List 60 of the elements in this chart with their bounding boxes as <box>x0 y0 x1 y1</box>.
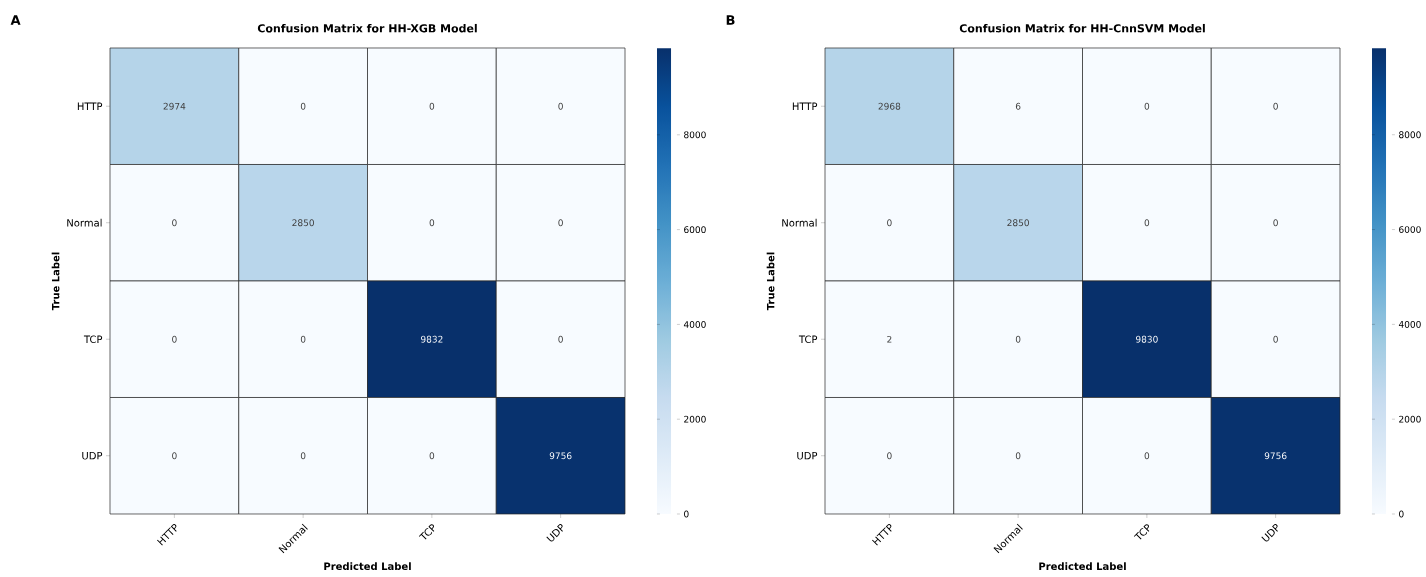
data-label: 0 <box>429 452 435 460</box>
color-bar-label: 6000 <box>684 226 706 234</box>
data-label: 0 <box>429 102 435 110</box>
x-axis-title: Predicted Label <box>324 562 411 571</box>
data-label: 9830 <box>1135 335 1158 343</box>
x-axis-title: Predicted Label <box>1039 562 1126 571</box>
x-tick-label: TCP <box>1133 524 1150 540</box>
data-label: 0 <box>429 219 435 227</box>
chart-title: Confusion Matrix for HH-CnnSVM Model <box>959 23 1205 33</box>
data-label: 0 <box>172 219 177 227</box>
color-bar-label: 4000 <box>683 321 706 328</box>
data-label: 0 <box>1273 219 1278 227</box>
text: B <box>726 15 735 25</box>
data-label: 9832 <box>421 335 443 343</box>
y-axis-title: True Label <box>51 252 60 311</box>
color-bar-label: 8000 <box>684 131 706 139</box>
color-bar-label: 6000 <box>1399 226 1421 233</box>
data-label: 0 <box>172 335 177 343</box>
data-label: 2974 <box>163 102 186 110</box>
data-label: 2850 <box>292 219 314 227</box>
data-label: 0 <box>1015 452 1021 460</box>
data-label: 2 <box>887 335 892 343</box>
data-label: 0 <box>1144 452 1150 460</box>
data-label: 0 <box>1273 335 1278 343</box>
y-tick-label: UDP <box>797 452 818 460</box>
color-bar-label: 8000 <box>1399 131 1421 139</box>
y-tick-label: HTTP <box>792 102 818 110</box>
color-bar-label: 0 <box>1399 510 1404 518</box>
data-label: 0 <box>558 335 563 343</box>
data-label: 0 <box>1273 102 1278 110</box>
data-label: 0 <box>1144 102 1150 110</box>
data-label: 2968 <box>878 102 901 110</box>
y-tick-label: TCP <box>798 335 818 344</box>
data-label: 0 <box>558 102 563 110</box>
y-tick-label: UDP <box>82 452 103 460</box>
color-bar-label: 2000 <box>1399 415 1421 423</box>
data-label: 9756 <box>549 452 572 460</box>
text: A <box>10 15 21 25</box>
color-bar-label: 4000 <box>1398 320 1421 328</box>
data-label: 2850 <box>1007 219 1029 227</box>
y-tick-label: Normal <box>782 218 817 227</box>
y-tick-label: TCP <box>83 335 103 344</box>
data-label: 0 <box>887 219 892 227</box>
data-label: 0 <box>172 452 177 460</box>
data-label: 0 <box>887 452 892 460</box>
data-label: 6 <box>1015 102 1021 110</box>
y-tick-label: Normal <box>67 218 102 227</box>
chart-title: Confusion Matrix for HH-XGB Model <box>257 23 477 33</box>
data-label: 0 <box>300 335 306 343</box>
y-axis-title: True Label <box>766 252 775 311</box>
y-tick-label: HTTP <box>77 102 103 110</box>
data-label: 0 <box>1144 219 1150 227</box>
x-tick-label: TCP <box>418 524 435 540</box>
data-label: 0 <box>300 452 306 460</box>
data-label: 9756 <box>1264 452 1287 460</box>
color-bar-label: 0 <box>684 510 689 518</box>
data-label: 0 <box>1015 335 1021 343</box>
data-label: 0 <box>558 219 563 227</box>
data-label: 0 <box>300 102 306 110</box>
color-bar-label: 2000 <box>684 415 706 423</box>
